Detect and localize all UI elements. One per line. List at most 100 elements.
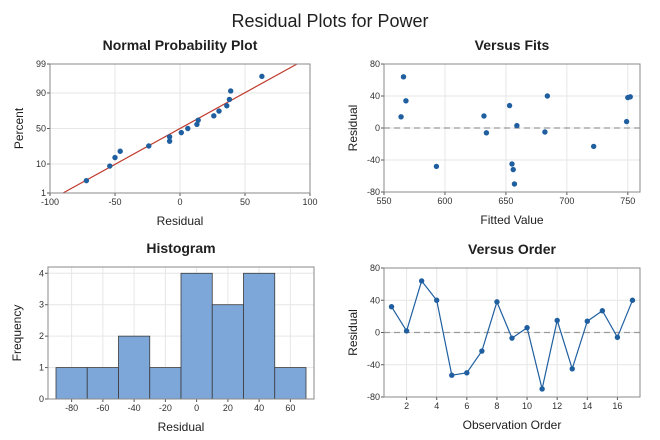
versus-fits-title: Versus Fits [475, 37, 550, 53]
versus-order-y-tick-label: 0 [375, 328, 380, 338]
histogram-x-axis-label: Residual [158, 420, 205, 434]
versus-fits-x-tick-label: 600 [437, 196, 452, 206]
histogram-bar [86, 367, 119, 400]
histogram-x-tick-label: -40 [128, 403, 141, 413]
histogram-x-tick-label: -80 [65, 403, 78, 413]
versus-order-point [494, 299, 500, 305]
versus-order-y-axis-label: Residual [346, 309, 360, 356]
normal-prob-x-tick-label: 100 [302, 197, 317, 207]
histogram-bar [118, 335, 151, 400]
histogram-x-tick-label: -20 [159, 403, 172, 413]
histogram-y-tick-label: 0 [39, 394, 44, 404]
versus-order-x-tick-label: 6 [464, 401, 469, 411]
versus-fits-point [542, 129, 548, 135]
versus-fits-y-axis-label: Residual [346, 105, 360, 152]
histogram-y-tick-label: 2 [39, 331, 44, 341]
versus-fits-point [590, 143, 597, 150]
versus-order-point [434, 297, 440, 303]
normal-prob-x-axis-label: Residual [157, 214, 204, 228]
versus-order-y-tick-label: -80 [367, 392, 380, 402]
versus-fits-point [481, 113, 487, 119]
versus-order-point [599, 308, 606, 314]
normal-prob-y-tick-label: 50 [36, 124, 46, 134]
normal-prob-point [166, 138, 173, 144]
histogram-y-tick-label: 4 [39, 268, 44, 278]
versus-order-y-tick-label: -40 [367, 360, 380, 370]
versus-fits-point [510, 166, 516, 173]
versus-fits-point [403, 98, 409, 104]
versus-fits-x-tick-label: 750 [620, 196, 635, 206]
versus-fits-point [398, 114, 404, 120]
normal-prob-point [112, 154, 118, 161]
versus-order-plot-border [383, 267, 641, 398]
versus-fits-x-axis-label: Fitted Value [480, 213, 543, 227]
normal-prob-point [211, 113, 217, 119]
versus-fits-point [433, 163, 440, 170]
versus-order-x-tick-label: 16 [612, 401, 622, 411]
versus-fits-point [544, 93, 551, 99]
normal-prob-x-tick-label: -50 [108, 197, 121, 207]
normal-prob-y-tick-label: 10 [36, 159, 46, 169]
versus-order-x-tick-label: 8 [494, 401, 499, 411]
versus-fits-y-tick-label: 40 [370, 91, 380, 101]
normal-prob-point [117, 148, 123, 154]
versus-order-x-tick-label: 14 [582, 401, 592, 411]
histogram-y-tick-label: 3 [39, 300, 44, 310]
versus-order-y-tick-label: 80 [370, 263, 380, 273]
normal-prob-point [224, 103, 230, 109]
versus-order-point [449, 372, 455, 378]
figure-title: Residual Plots for Power [231, 11, 429, 31]
versus-order-point [524, 324, 530, 331]
normal-prob-point [194, 121, 200, 128]
histogram-plot-border [47, 266, 315, 400]
histogram-x-tick-label: 0 [194, 403, 199, 413]
normal-prob-y-tick-label: 99 [36, 59, 46, 69]
normal-prob-point [259, 73, 265, 80]
normal-prob-x-tick-label: 50 [240, 197, 250, 207]
histogram-bar [55, 367, 88, 400]
versus-fits-x-tick-label: 650 [498, 196, 513, 206]
normal-prob-point [107, 163, 113, 169]
histogram-bar [180, 272, 213, 400]
versus-order-x-tick-label: 2 [404, 401, 409, 411]
versus-order-point [614, 334, 621, 341]
versus-order-point [584, 318, 590, 324]
versus-order-point [539, 386, 545, 392]
normal-prob-title: Normal Probability Plot [103, 37, 258, 53]
histogram-x-tick-label: 60 [285, 403, 295, 413]
histogram-y-axis-label: Frequency [10, 305, 24, 362]
normal-prob-y-tick-label: 90 [36, 88, 46, 98]
versus-order-x-axis-label: Observation Order [463, 418, 562, 432]
versus-fits-point [514, 122, 520, 129]
versus-fits-point [627, 94, 633, 100]
normal-prob-point [226, 96, 233, 103]
normal-prob-point [228, 88, 234, 94]
normal-prob-point [83, 177, 90, 184]
versus-order-x-tick-label: 10 [522, 401, 532, 411]
normal-prob-plot-border [49, 63, 311, 194]
versus-order-point [509, 335, 515, 341]
versus-fits-point [623, 118, 630, 125]
histogram-bar [211, 304, 244, 400]
versus-order-point [554, 317, 560, 324]
versus-fits-point [509, 161, 515, 167]
histogram-x-tick-label: 20 [223, 403, 233, 413]
histogram-bar [149, 367, 182, 400]
histogram-bar [274, 367, 307, 400]
versus-order-title: Versus Order [468, 241, 556, 257]
normal-prob-y-tick-label: 1 [41, 188, 46, 198]
normal-prob-y-axis-label: Percent [12, 107, 26, 149]
normal-prob-x-tick-label: 0 [177, 197, 182, 207]
histogram-bar [243, 272, 276, 400]
versus-order-point [479, 348, 485, 354]
normal-prob-fit-line [62, 63, 298, 194]
versus-fits-x-tick-label: 550 [376, 196, 391, 206]
versus-fits-y-tick-label: -80 [367, 187, 380, 197]
histogram-title: Histogram [146, 240, 215, 256]
normal-prob-point [185, 125, 191, 132]
histogram-x-tick-label: -60 [96, 403, 109, 413]
normal-prob-point [166, 134, 173, 140]
versus-fits-point [511, 181, 518, 187]
